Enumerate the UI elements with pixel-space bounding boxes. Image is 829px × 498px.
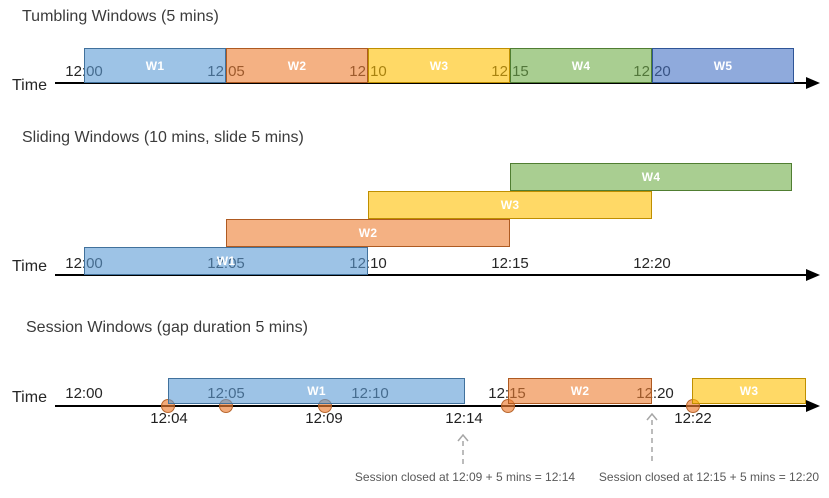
event-dot-icon [161,399,175,413]
time-axis [55,274,806,276]
axis-tick-label: 12:05 [207,63,245,80]
axis-tick-label: 12:10 [349,255,387,272]
window-box: W3 [368,48,510,83]
time-axis-label: Time [12,77,47,94]
window-box: W2 [508,378,652,404]
axis-tick-label: 12:10 [351,385,389,402]
time-axis [55,405,806,407]
window-label: W1 [307,384,326,398]
event-time-label: 12:09 [305,410,343,427]
window-label: W3 [739,384,759,398]
window-box: W3 [692,378,806,404]
axis-tick-label: 12:00 [65,255,103,272]
window-box: W2 [226,48,368,83]
time-axis-label: Time [12,389,47,406]
axis-arrowhead-icon [806,269,820,281]
time-axis [55,82,806,84]
window-label: W2 [287,58,307,73]
session-close-arrow-icon [457,434,469,465]
axis-tick-label: 12:20 [636,385,674,402]
event-time-label: 12:04 [150,410,188,427]
axis-tick-label: 12:05 [207,255,245,272]
session-close-annotation: Session closed at 12:15 + 5 mins = 12:20 [598,470,820,484]
axis-tick-label: 12:00 [65,385,103,402]
window-label: W1 [145,58,165,73]
diagram-title: Session Windows (gap duration 5 mins) [26,319,308,336]
window-box: W4 [510,163,792,191]
axis-arrowhead-icon [806,77,820,89]
event-dot-icon [501,399,515,413]
time-axis-label: Time [12,258,47,275]
axis-tick-label: 12:10 [349,63,387,80]
session-close-annotation: Session closed at 12:09 + 5 mins = 12:14 [354,470,576,484]
window-box: W1 [168,378,465,404]
diagram-title: Sliding Windows (10 mins, slide 5 mins) [22,129,304,146]
axis-tick-label: 12:00 [65,63,103,80]
axis-tick-label: 12:15 [488,385,526,402]
axis-tick-label: 12:20 [633,63,671,80]
diagram-title: Tumbling Windows (5 mins) [22,8,219,25]
window-label: W2 [570,384,590,398]
window-label: W1 [216,254,236,268]
event-time-label: 12:14 [445,410,483,427]
window-box: W3 [368,191,652,219]
window-box: W1 [84,48,226,83]
window-box: W2 [226,219,510,247]
window-label: W3 [429,58,449,73]
axis-tick-label: 12:15 [491,63,529,80]
window-box: W4 [510,48,652,83]
event-time-label: 12:22 [674,410,712,427]
event-dot-icon [686,399,700,413]
window-label: W2 [358,226,378,240]
axis-tick-label: 12:05 [207,385,245,402]
window-label: W4 [641,170,661,184]
event-dot-icon [318,399,332,413]
axis-arrowhead-icon [806,400,820,412]
event-dot-icon [219,399,233,413]
window-label: W5 [713,58,733,73]
session-close-arrow-icon [646,413,658,465]
window-box: W5 [652,48,794,83]
axis-tick-label: 12:15 [491,255,529,272]
window-label: W3 [500,198,520,212]
window-box: W1 [84,247,368,275]
window-label: W4 [571,58,591,73]
axis-tick-label: 12:20 [633,255,671,272]
